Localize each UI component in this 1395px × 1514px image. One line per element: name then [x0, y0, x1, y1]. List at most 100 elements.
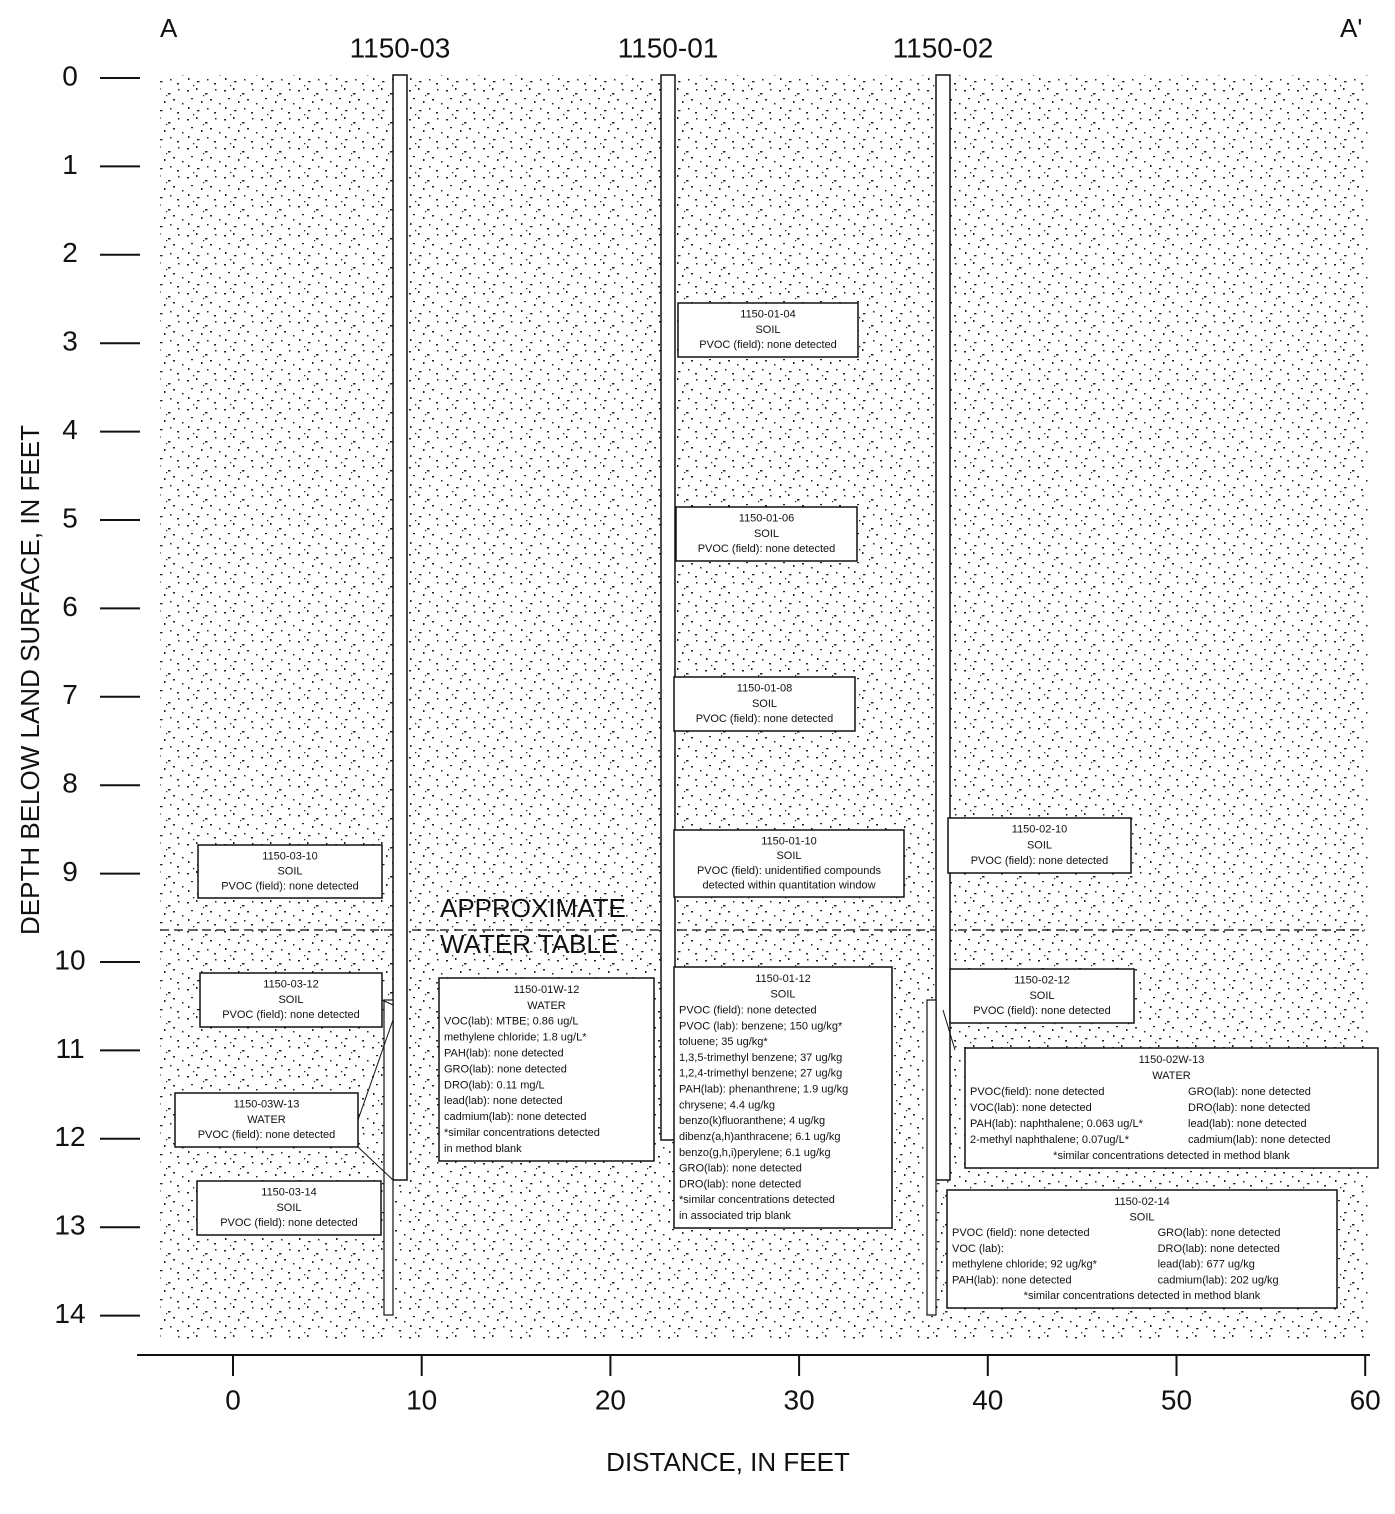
well-label: 1150-01 [618, 32, 719, 63]
well-screen [927, 1000, 936, 1315]
y-tick-label: 0 [62, 60, 78, 91]
sample-result: PVOC (field): none detected [679, 1004, 817, 1016]
sample-result: benzo(k)fluoranthene; 4 ug/kg [679, 1115, 825, 1127]
x-tick-label: 40 [972, 1384, 1003, 1415]
sample-result: PVOC (field): none detected [973, 1005, 1111, 1017]
water-table-label: APPROXIMATE [440, 893, 626, 923]
sample-id: 1150-03-12 [263, 979, 318, 991]
section-start: A [160, 13, 178, 43]
x-tick-label: 0 [225, 1384, 241, 1415]
sample-note: *similar concentrations detected in meth… [1024, 1290, 1261, 1302]
sample-id: 1150-03W-13 [234, 1099, 300, 1111]
sample-result: GRO(lab): none detected [444, 1063, 567, 1075]
y-tick-label: 3 [62, 326, 78, 357]
sample-result: cadmium(lab): none detected [444, 1111, 586, 1123]
cross-section: A A' APPROXIMATE WATER TABLE DEPTH BELOW… [0, 0, 1395, 1514]
sample-result: VOC(lab): MTBE; 0.86 ug/L [444, 1016, 579, 1028]
sample-medium: SOIL [1129, 1211, 1154, 1223]
sample-result: DRO(lab): none detected [679, 1178, 801, 1190]
x-tick-label: 60 [1350, 1384, 1381, 1415]
y-tick-label: 8 [62, 768, 78, 799]
y-tick-label: 14 [54, 1298, 85, 1329]
sample-id: 1150-02-10 [1012, 824, 1067, 836]
well-casing [661, 75, 675, 1140]
well-label: 1150-03 [350, 32, 451, 63]
sample-medium: SOIL [776, 850, 801, 862]
well-screen [384, 1000, 393, 1315]
y-tick-label: 13 [54, 1210, 85, 1241]
sample-result: GRO(lab): none detected [679, 1163, 802, 1175]
sample-id: 1150-01-04 [740, 309, 795, 321]
sample-result: DRO(lab): none detected [1158, 1243, 1280, 1255]
sample-result: PVOC (field): none detected [220, 1217, 358, 1229]
well-casing [936, 75, 950, 1180]
sample-result: PVOC (field): none detected [698, 543, 836, 555]
sample-result: cadmium(lab): none detected [1188, 1134, 1330, 1146]
y-tick-label: 10 [54, 944, 85, 975]
sample-result: DRO(lab): 0.11 mg/L [444, 1079, 545, 1091]
y-tick-label: 11 [55, 1033, 84, 1064]
sample-result: PVOC (field): none detected [221, 880, 359, 892]
sample-id: 1150-02W-13 [1139, 1054, 1205, 1066]
sample-medium: WATER [247, 1114, 286, 1126]
sample-result: 1,3,5-trimethyl benzene; 37 ug/kg [679, 1052, 842, 1064]
y-tick-label: 4 [62, 414, 78, 445]
sample-result: DRO(lab): none detected [1188, 1102, 1310, 1114]
sample-result: PVOC (field): none detected [198, 1129, 336, 1141]
sample-id: 1150-02-12 [1014, 975, 1069, 987]
x-tick-label: 50 [1161, 1384, 1192, 1415]
sample-medium: SOIL [754, 528, 779, 540]
sample-result: dibenz(a,h)anthracene; 6.1 ug/kg [679, 1131, 840, 1143]
sample-medium: SOIL [770, 989, 795, 1001]
sample-note: *similar concentrations detected in meth… [1053, 1150, 1290, 1162]
y-tick-label: 7 [62, 679, 78, 710]
sample-id: 1150-02-14 [1114, 1196, 1169, 1208]
sample-result: lead(lab): 677 ug/kg [1158, 1259, 1255, 1271]
sample-medium: SOIL [1029, 990, 1054, 1002]
sample-result: toluene; 35 ug/kg* [679, 1036, 768, 1048]
sample-id: 1150-03-10 [262, 850, 317, 862]
x-tick-label: 20 [595, 1384, 626, 1415]
y-tick-label: 1 [62, 149, 78, 180]
sample-medium: WATER [527, 1000, 566, 1012]
sample-result: methylene chloride; 92 ug/kg* [952, 1259, 1098, 1271]
sample-result: benzo(g,h,i)perylene; 6.1 ug/kg [679, 1147, 831, 1159]
x-tick-label: 10 [406, 1384, 437, 1415]
sample-result: PAH(lab): none detected [952, 1274, 1072, 1286]
sample-result: in associated trip blank [679, 1210, 791, 1222]
sample-result: PVOC (field): none detected [971, 855, 1109, 867]
sample-id: 1150-01W-12 [514, 984, 580, 996]
well-casing [393, 75, 407, 1180]
sample-result: VOC(lab): none detected [970, 1102, 1092, 1114]
y-tick-label: 6 [62, 591, 78, 622]
sample-result: lead(lab): none detected [444, 1095, 563, 1107]
sample-medium: SOIL [1027, 839, 1052, 851]
sample-result: GRO(lab): none detected [1158, 1227, 1281, 1239]
y-tick-label: 9 [62, 856, 78, 887]
y-axis-label: DEPTH BELOW LAND SURFACE, IN FEET [15, 425, 45, 935]
sample-result: PAH(lab): naphthalene; 0.063 ug/L* [970, 1118, 1144, 1130]
sample-result: PVOC (field): none detected [222, 1009, 360, 1021]
y-tick-label: 2 [62, 237, 78, 268]
sample-result: VOC (lab): [952, 1243, 1004, 1255]
well-label: 1150-02 [893, 32, 994, 63]
sample-medium: SOIL [278, 994, 303, 1006]
sample-medium: SOIL [752, 698, 777, 710]
sample-result: in method blank [444, 1143, 522, 1155]
sample-medium: SOIL [277, 865, 302, 877]
sample-result: PVOC (field): none detected [699, 339, 837, 351]
sample-result: detected within quantitation window [702, 880, 875, 892]
section-end: A' [1340, 13, 1362, 43]
sample-id: 1150-03-14 [261, 1187, 316, 1199]
sample-id: 1150-01-12 [755, 973, 810, 985]
sample-result: PAH(lab): none detected [444, 1047, 564, 1059]
x-tick-label: 30 [784, 1384, 815, 1415]
sample-result: chrysene; 4.4 ug/kg [679, 1099, 775, 1111]
sample-result: 1,2,4-trimethyl benzene; 27 ug/kg [679, 1068, 842, 1080]
water-table-label: WATER TABLE [440, 929, 618, 959]
sample-result: PVOC(field): none detected [970, 1086, 1105, 1098]
sample-medium: SOIL [755, 324, 780, 336]
sample-result: lead(lab): none detected [1188, 1118, 1307, 1130]
sample-id: 1150-01-08 [737, 683, 792, 695]
sample-result: *similar concentrations detected [679, 1194, 835, 1206]
